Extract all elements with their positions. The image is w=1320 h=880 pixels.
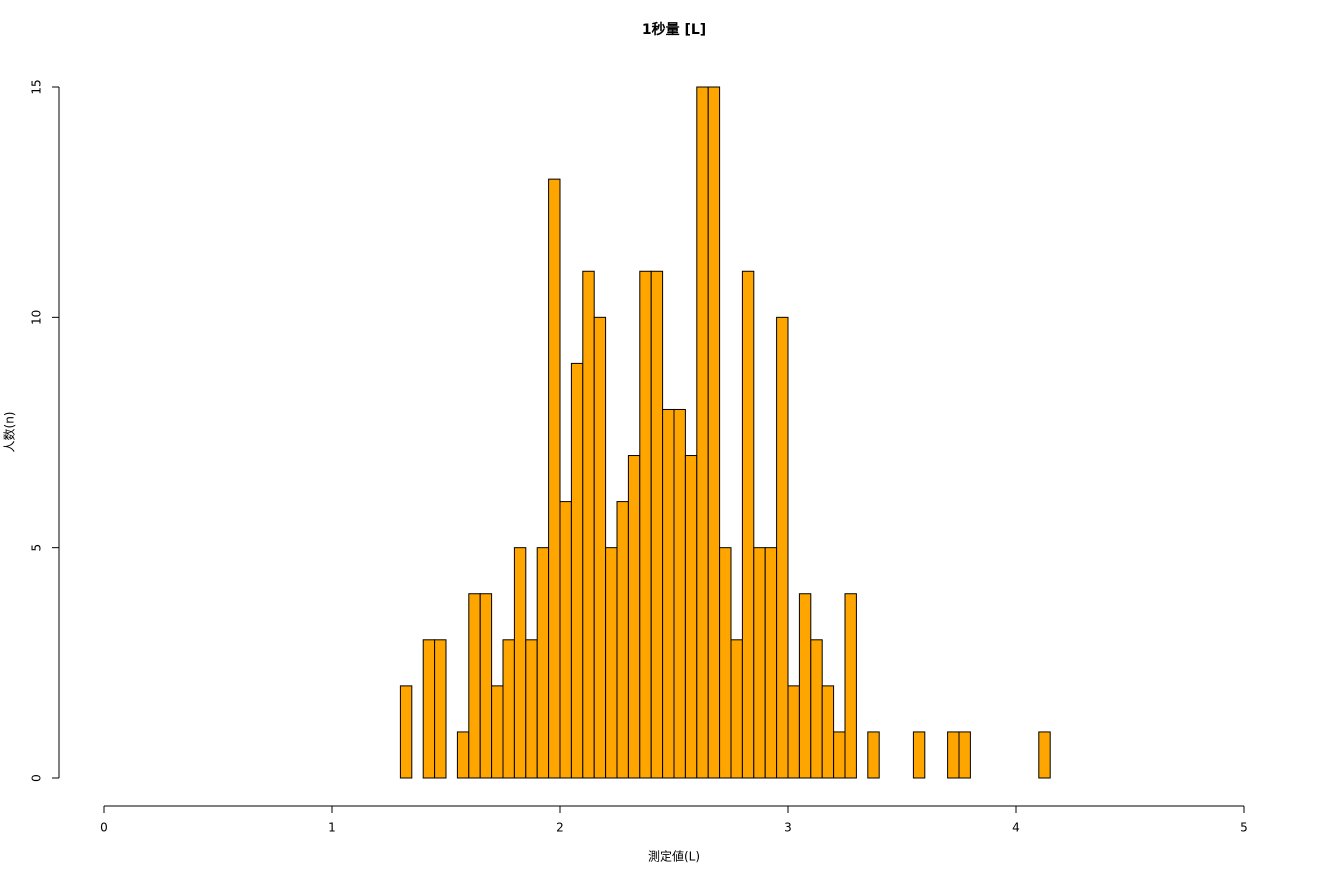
bar <box>502 639 515 779</box>
bar <box>662 408 675 779</box>
bar <box>639 270 652 779</box>
bar <box>730 639 743 779</box>
bar <box>479 593 493 779</box>
bar <box>912 731 926 779</box>
chart-title: 1秒量 [L] <box>642 21 706 38</box>
bar <box>627 455 641 779</box>
bar <box>616 501 629 779</box>
bar <box>1038 731 1051 779</box>
bar <box>513 547 527 779</box>
x-tick-label: 0 <box>100 821 108 835</box>
bar <box>570 362 584 779</box>
bar <box>844 593 857 779</box>
bar <box>833 731 846 779</box>
bar <box>696 86 709 779</box>
x-axis-label: 測定値(L) <box>648 849 700 864</box>
y-tick-label: 0 <box>30 774 44 782</box>
bar <box>582 270 595 779</box>
x-tick-label: 1 <box>328 821 336 835</box>
bar <box>958 731 971 779</box>
x-tick-label: 4 <box>1012 821 1020 835</box>
bar <box>810 639 823 779</box>
bar <box>422 639 436 779</box>
bar <box>741 270 755 779</box>
bar <box>753 547 766 779</box>
bar <box>468 593 481 779</box>
bar <box>867 731 880 779</box>
y-axis-label: 人数(n) <box>2 412 17 453</box>
bar <box>719 547 732 779</box>
bar <box>456 731 470 779</box>
bar <box>536 547 550 779</box>
bar <box>525 639 538 779</box>
bar <box>399 685 413 779</box>
bar <box>707 86 721 779</box>
bar <box>764 547 778 779</box>
y-tick-label: 15 <box>30 79 44 94</box>
bar <box>434 639 447 779</box>
y-tick-label: 5 <box>30 544 44 552</box>
bar <box>548 178 561 779</box>
bar <box>821 685 835 779</box>
bar <box>947 731 960 779</box>
bar <box>684 455 698 779</box>
bar <box>673 408 686 779</box>
y-tick-label: 10 <box>30 310 44 325</box>
x-tick-label: 3 <box>784 821 792 835</box>
x-tick-label: 5 <box>1240 821 1248 835</box>
bar <box>798 593 812 779</box>
bar <box>650 270 664 779</box>
bar <box>491 685 504 779</box>
bar <box>559 501 572 779</box>
bar <box>776 316 789 779</box>
bar <box>593 316 607 779</box>
x-tick-label: 2 <box>556 821 564 835</box>
bar <box>787 685 800 779</box>
bar <box>605 547 618 779</box>
